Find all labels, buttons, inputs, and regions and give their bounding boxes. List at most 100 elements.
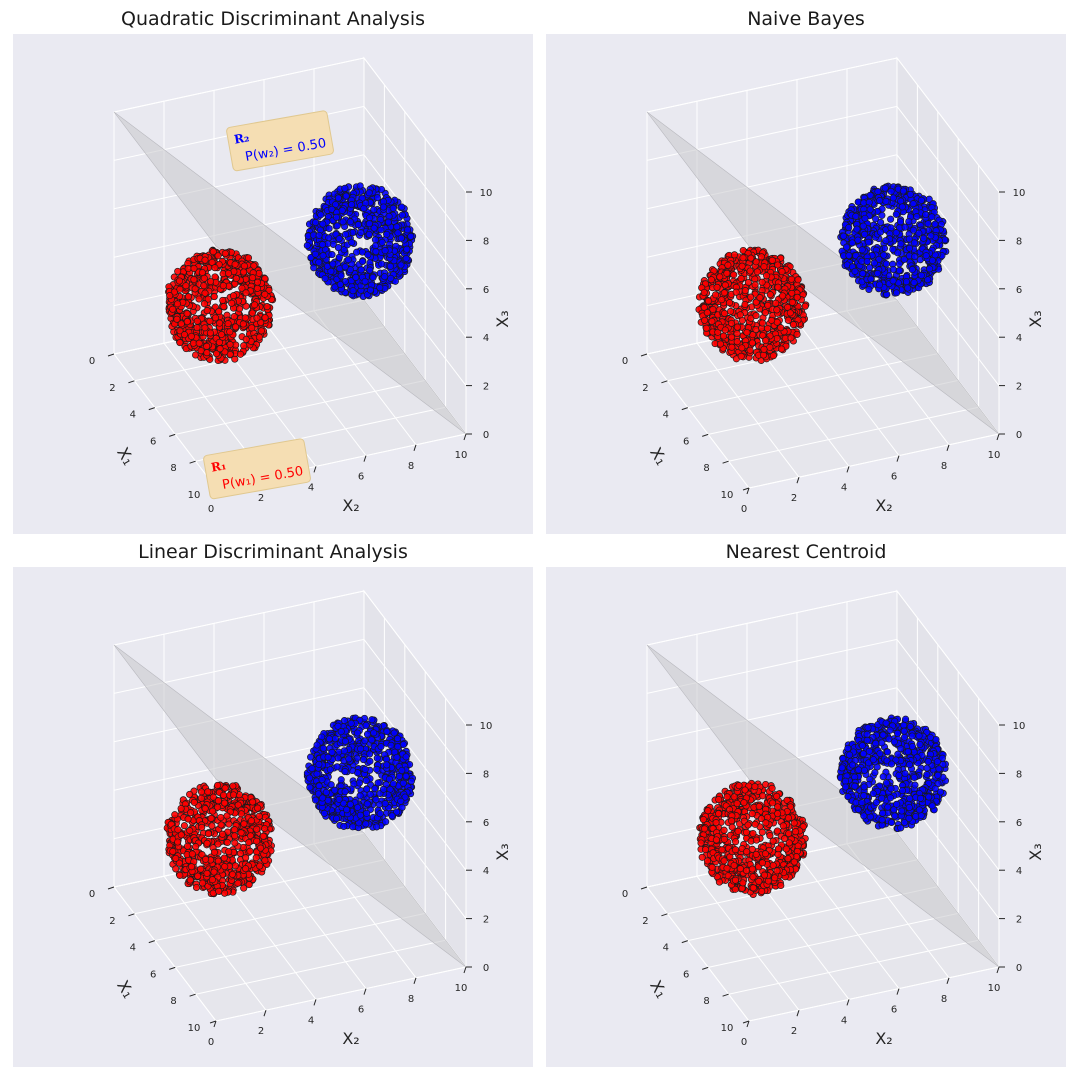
red-point	[182, 282, 190, 290]
blue-point	[393, 808, 401, 816]
x1-tick	[107, 353, 115, 357]
x1-tick	[702, 433, 709, 437]
x1-tick	[128, 913, 135, 917]
red-point	[224, 269, 233, 277]
red-point	[715, 795, 723, 804]
blue-point	[306, 783, 314, 791]
grid-line	[195, 939, 446, 995]
red-point	[231, 832, 239, 840]
red-point	[220, 303, 228, 311]
x3-tick-label: 0	[483, 963, 489, 974]
red-point	[172, 865, 180, 873]
red-point	[220, 791, 228, 799]
blue-point	[342, 192, 350, 200]
red-point	[725, 299, 734, 307]
blue-point	[399, 779, 407, 787]
x2-tick	[263, 1010, 267, 1017]
grid-line	[215, 966, 467, 1022]
blue-point	[361, 277, 369, 286]
x2-tick-label: 6	[358, 1005, 364, 1016]
red-point	[231, 260, 239, 268]
blue-point	[363, 809, 371, 817]
blue-point	[901, 223, 909, 231]
red-point	[186, 790, 194, 798]
grid-line	[113, 154, 365, 210]
blue-point	[352, 273, 360, 281]
blue-point	[882, 197, 890, 205]
region-annotation: R₂P(w₂) = 0.50	[226, 110, 334, 172]
red-point	[773, 792, 781, 800]
blue-point	[359, 257, 367, 266]
red-point	[187, 809, 195, 817]
blue-point	[861, 214, 869, 222]
blue-point	[365, 189, 373, 197]
blue-point	[361, 737, 369, 745]
red-point	[738, 262, 746, 270]
blue-point	[335, 795, 343, 803]
blue-point	[325, 735, 333, 743]
blue-point	[895, 266, 903, 275]
red-point	[212, 350, 221, 358]
grid-line	[646, 687, 898, 743]
x1-tick	[722, 460, 729, 464]
x3-tick-label: 2	[483, 915, 489, 926]
blue-point	[342, 230, 350, 238]
blue-point	[924, 276, 932, 284]
grid-line	[113, 353, 217, 489]
blue-point	[893, 289, 901, 297]
blue-point	[377, 226, 385, 234]
red-point	[176, 285, 184, 293]
blue-point	[863, 257, 871, 266]
blue-point	[339, 218, 347, 226]
red-point	[211, 314, 220, 322]
blue-point	[333, 222, 341, 230]
red-point	[788, 298, 796, 306]
grid-line	[313, 843, 417, 979]
blue-point	[915, 229, 923, 237]
red-point	[200, 300, 208, 308]
blue-point	[864, 238, 872, 246]
annotation-region-label: R₁	[210, 458, 227, 474]
red-point	[231, 826, 239, 834]
red-point	[777, 324, 785, 332]
red-point	[204, 830, 212, 838]
x1-tick	[640, 353, 648, 357]
red-point	[752, 312, 760, 320]
red-point	[247, 832, 255, 840]
grid-line	[896, 154, 1000, 290]
x1-tick-label: 2	[109, 916, 115, 927]
red-point	[766, 832, 774, 840]
red-point	[232, 323, 240, 331]
blue-point	[383, 230, 391, 238]
blue-point	[928, 213, 936, 221]
red-point	[774, 803, 782, 811]
x1-tick	[148, 940, 155, 944]
red-point	[252, 854, 260, 862]
blue-point	[861, 230, 869, 238]
blue-point	[327, 267, 335, 275]
red-point	[712, 291, 720, 299]
blue-point	[348, 201, 356, 209]
red-point	[226, 341, 234, 349]
red-point	[713, 283, 721, 291]
grid-line	[263, 321, 367, 456]
red-point	[245, 881, 253, 889]
red-point	[201, 256, 209, 264]
x1-tick-label: 10	[721, 490, 734, 501]
red-point	[753, 268, 761, 276]
red-point	[737, 274, 745, 283]
blue-point	[332, 213, 341, 221]
blue-point	[397, 797, 405, 805]
blue-point	[376, 810, 384, 818]
blue-point	[381, 247, 389, 255]
red-point	[240, 268, 248, 276]
blue-point	[867, 275, 875, 283]
blue-point	[328, 251, 336, 259]
red-point	[752, 298, 760, 306]
blue-class-points	[303, 714, 417, 832]
blue-point	[341, 184, 349, 192]
blue-point	[318, 241, 327, 249]
red-point	[201, 289, 209, 297]
blue-point	[363, 785, 371, 793]
